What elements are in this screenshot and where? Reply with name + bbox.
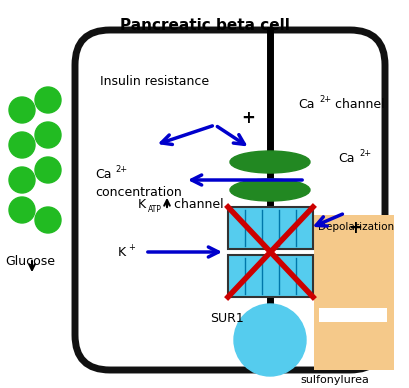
Text: +: + [347,219,361,237]
Bar [227,255,312,297]
Text: ATP: ATP [148,204,162,213]
FancyBboxPatch shape [75,30,384,370]
Text: SUR1: SUR1 [209,312,243,324]
Bar [313,215,393,370]
Circle shape [9,132,35,158]
Bar [318,308,386,322]
Circle shape [9,167,35,193]
Circle shape [35,157,61,183]
Ellipse shape [229,151,309,173]
Circle shape [35,122,61,148]
Circle shape [9,97,35,123]
Text: Ca: Ca [337,151,354,165]
Text: Depolarization: Depolarization [317,222,393,232]
Text: Ca: Ca [297,99,314,111]
Text: 2+: 2+ [318,95,330,104]
Bar [227,207,312,249]
Text: Insulin resistance: Insulin resistance [100,75,209,88]
Text: K: K [138,197,146,211]
Ellipse shape [229,179,309,201]
Circle shape [35,87,61,113]
Text: +: + [128,242,135,251]
Text: Ca: Ca [95,168,111,182]
Circle shape [234,304,305,376]
Text: Glucose: Glucose [5,255,55,268]
Text: channel: channel [170,197,223,211]
Circle shape [35,207,61,233]
Text: 2+: 2+ [115,166,127,175]
Text: +: + [240,109,254,127]
Circle shape [9,197,35,223]
Text: K: K [118,246,126,258]
Text: sulfonylurea: sulfonylurea [299,375,368,385]
Text: Pancreatic beta cell: Pancreatic beta cell [120,18,289,33]
Text: 2+: 2+ [358,149,370,158]
Text: channel: channel [330,99,384,111]
Text: concentration: concentration [95,187,181,199]
